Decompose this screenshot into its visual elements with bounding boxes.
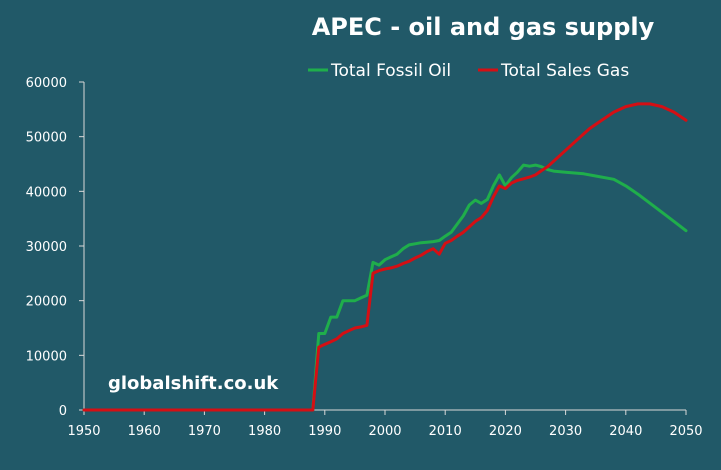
x-tick-label: 2000 [368, 424, 401, 439]
x-tick-label: 2010 [429, 424, 462, 439]
y-tick-label: 60000 [26, 76, 67, 91]
y-tick-label: 10000 [26, 349, 67, 364]
watermark-text: globalshift.co.uk [108, 373, 279, 394]
y-tick-label: 30000 [26, 240, 67, 255]
axes: 1950 1960 1970 1980 1990 2000 2010 2020 2030 2040… [26, 76, 703, 439]
x-tick-label: 2040 [609, 424, 642, 439]
x-tick-label: 1980 [248, 424, 281, 439]
series-line-total-fossil-oil [82, 163, 688, 412]
y-tick-label: 0 [59, 404, 67, 419]
x-tick-label: 1960 [128, 424, 161, 439]
legend-label-gas: Total Sales Gas [500, 61, 629, 81]
series-layer [82, 102, 688, 412]
legend-label-oil: Total Fossil Oil [330, 61, 451, 81]
x-tick-label: 1970 [188, 424, 221, 439]
series-line-total-sales-gas [82, 102, 688, 412]
chart-title: APEC - oil and gas supply [312, 13, 655, 41]
x-tick-label: 2050 [669, 424, 702, 439]
x-tick-label: 1950 [67, 424, 100, 439]
y-tick-label: 40000 [26, 185, 67, 200]
y-tick-label: 50000 [26, 131, 67, 146]
x-tick-label: 2030 [549, 424, 582, 439]
x-tick-label: 1990 [308, 424, 341, 439]
y-tick-label: 20000 [26, 295, 67, 310]
legend: Total Fossil Oil Total Sales Gas [308, 61, 629, 81]
x-tick-label: 2020 [489, 424, 522, 439]
